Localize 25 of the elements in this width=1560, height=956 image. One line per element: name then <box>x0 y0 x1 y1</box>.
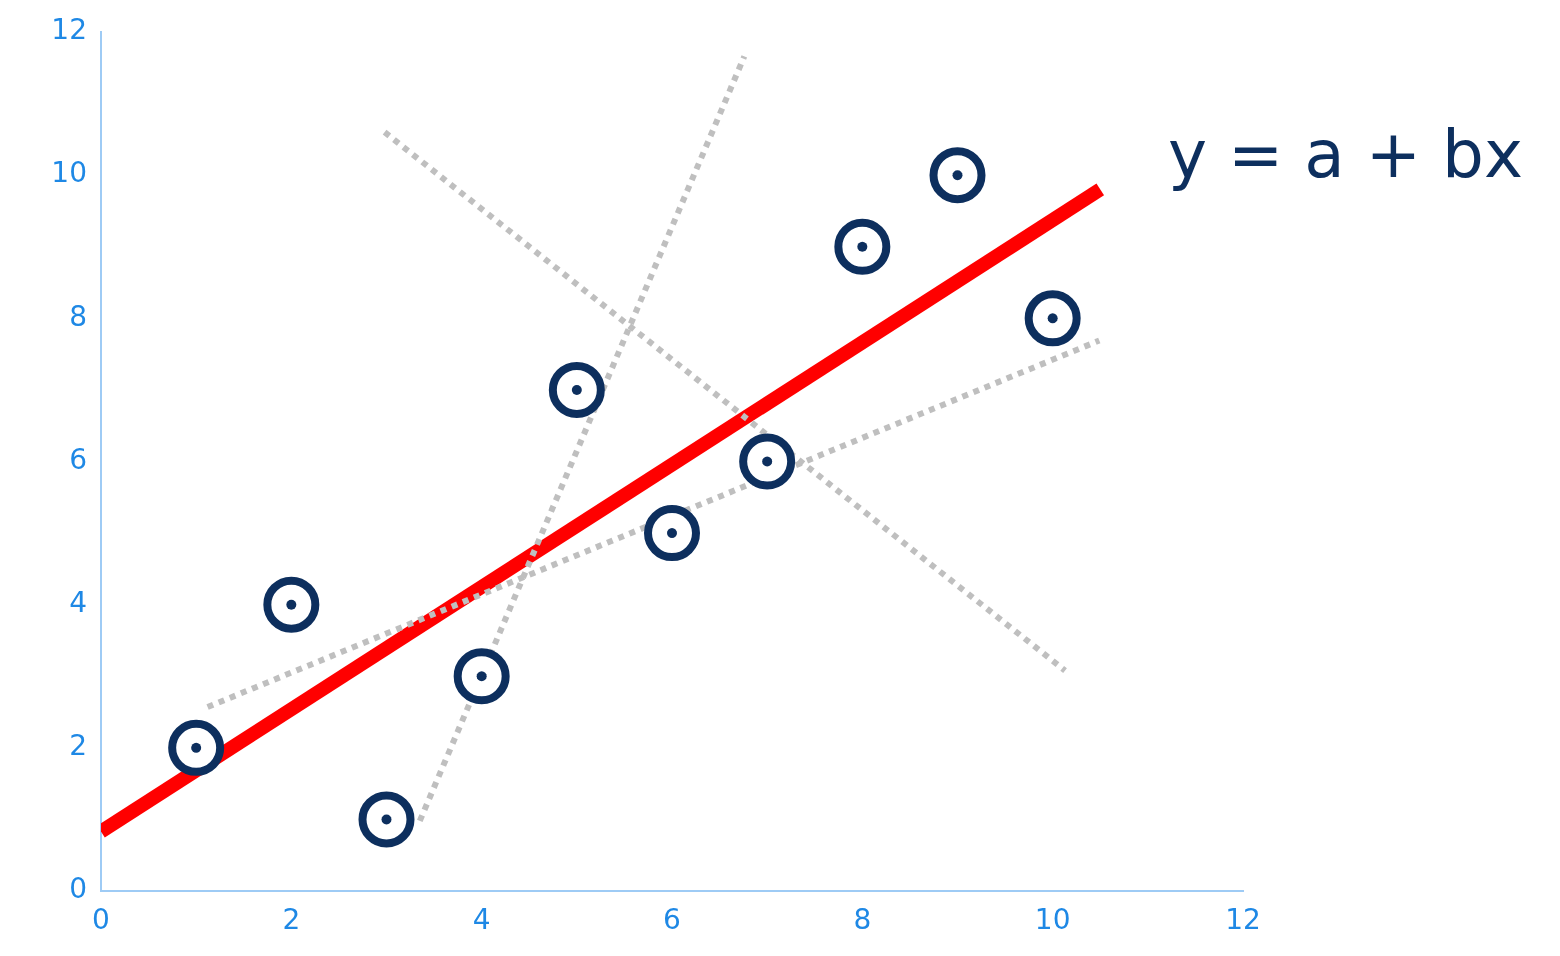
y-tick-label: 4 <box>69 585 87 619</box>
point <box>168 719 225 776</box>
x-tick-label: 8 <box>853 903 872 937</box>
point <box>358 791 415 848</box>
y-tick-label: 12 <box>51 13 87 47</box>
y-tick-label: 10 <box>51 156 87 190</box>
point <box>1024 290 1081 347</box>
y-tick-label: 0 <box>69 872 87 906</box>
point <box>548 361 605 418</box>
point <box>263 576 320 633</box>
x-tick-label: 10 <box>1034 903 1071 937</box>
y-tick-label: 6 <box>69 442 87 476</box>
x-tick-label: 0 <box>92 903 110 937</box>
point <box>644 505 700 562</box>
x-tick-label: 6 <box>663 903 681 937</box>
x-tick-label: 12 <box>1225 903 1261 937</box>
y-tick-label: 8 <box>69 299 87 333</box>
x-tick-label: 2 <box>282 903 301 937</box>
x-tick-label: 4 <box>472 903 491 937</box>
point <box>834 218 891 275</box>
point <box>929 147 986 204</box>
annotation: y = a + bx <box>1168 116 1523 193</box>
point <box>453 648 510 705</box>
point <box>739 433 796 490</box>
y-tick-label: 2 <box>69 729 87 763</box>
